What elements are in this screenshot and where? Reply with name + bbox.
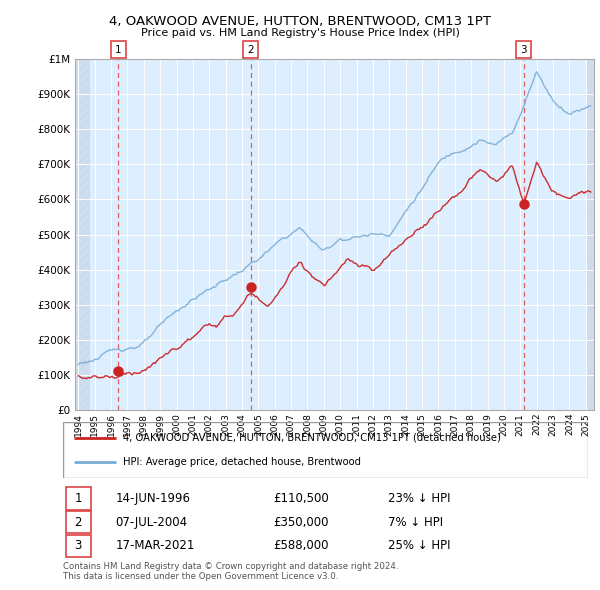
- Text: Price paid vs. HM Land Registry's House Price Index (HPI): Price paid vs. HM Land Registry's House …: [140, 28, 460, 38]
- Text: 7% ↓ HPI: 7% ↓ HPI: [389, 516, 443, 529]
- Text: £588,000: £588,000: [273, 539, 329, 552]
- Text: £110,500: £110,500: [273, 492, 329, 505]
- Text: 25% ↓ HPI: 25% ↓ HPI: [389, 539, 451, 552]
- Text: 4, OAKWOOD AVENUE, HUTTON, BRENTWOOD, CM13 1PT: 4, OAKWOOD AVENUE, HUTTON, BRENTWOOD, CM…: [109, 15, 491, 28]
- Text: Contains HM Land Registry data © Crown copyright and database right 2024.: Contains HM Land Registry data © Crown c…: [63, 562, 398, 571]
- Text: 2: 2: [247, 45, 254, 54]
- Text: 14-JUN-1996: 14-JUN-1996: [115, 492, 191, 505]
- Text: 23% ↓ HPI: 23% ↓ HPI: [389, 492, 451, 505]
- Text: 3: 3: [520, 45, 527, 54]
- Text: HPI: Average price, detached house, Brentwood: HPI: Average price, detached house, Bren…: [124, 457, 361, 467]
- Text: 07-JUL-2004: 07-JUL-2004: [115, 516, 188, 529]
- Text: 4, OAKWOOD AVENUE, HUTTON, BRENTWOOD, CM13 1PT (detached house): 4, OAKWOOD AVENUE, HUTTON, BRENTWOOD, CM…: [124, 432, 501, 442]
- Bar: [586, 59, 594, 410]
- Text: £350,000: £350,000: [273, 516, 329, 529]
- Bar: [75, 59, 90, 410]
- Text: 2: 2: [74, 516, 82, 529]
- Text: 1: 1: [74, 492, 82, 505]
- Text: 1: 1: [115, 45, 122, 54]
- Text: 3: 3: [74, 539, 82, 552]
- Text: 17-MAR-2021: 17-MAR-2021: [115, 539, 195, 552]
- Text: This data is licensed under the Open Government Licence v3.0.: This data is licensed under the Open Gov…: [63, 572, 338, 581]
